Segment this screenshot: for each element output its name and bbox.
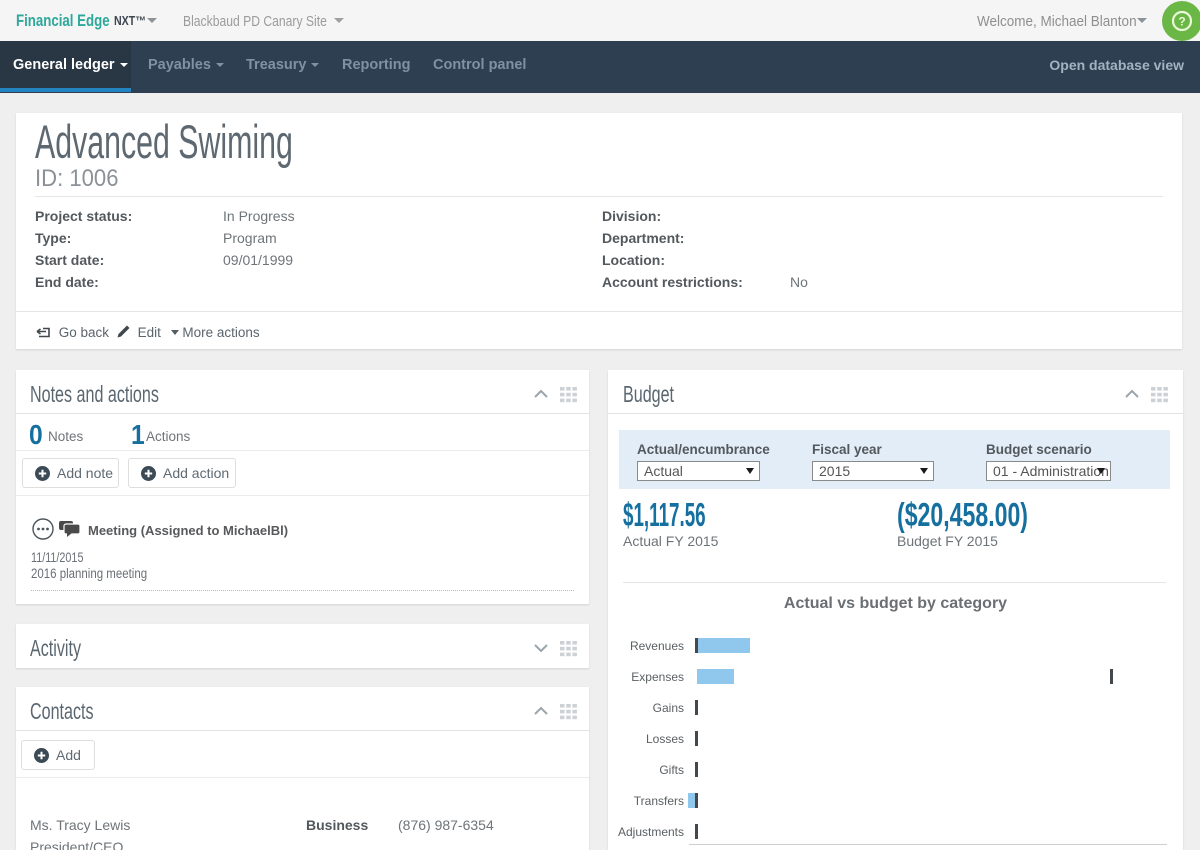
svg-text:?: ? <box>1178 15 1185 29</box>
